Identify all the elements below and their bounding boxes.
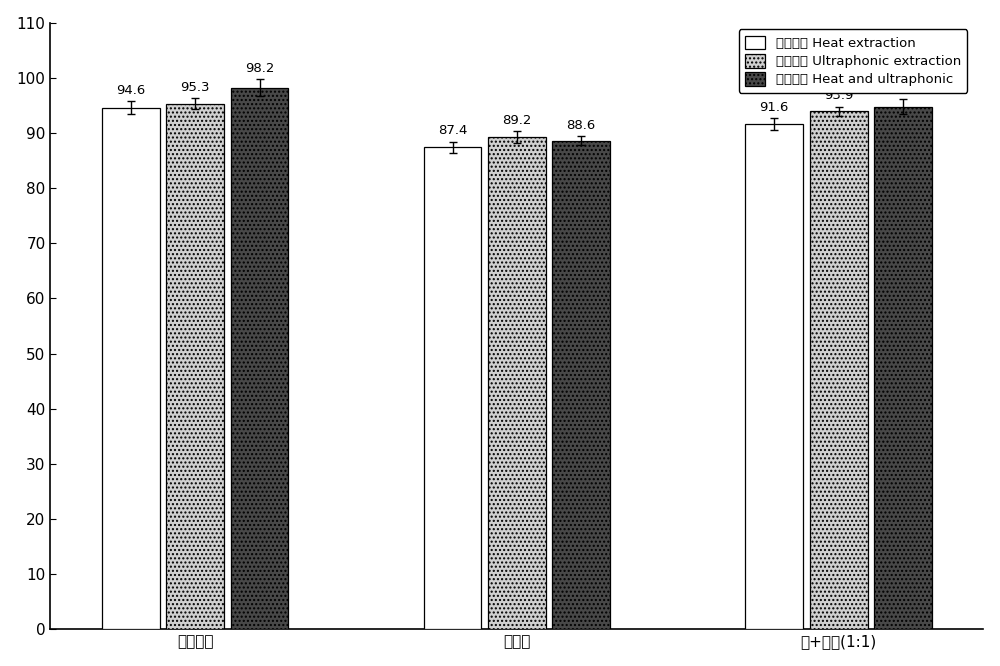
Text: 87.4: 87.4 bbox=[438, 125, 467, 137]
Text: 91.6: 91.6 bbox=[760, 101, 789, 114]
Bar bbox=[102, 108, 160, 629]
Text: 89.2: 89.2 bbox=[502, 114, 532, 127]
Legend: 加热提取 Heat extraction, 超声提取 Ultraphonic extraction, 加热超声 Heat and ultraphonic: 加热提取 Heat extraction, 超声提取 Ultraphonic e… bbox=[739, 29, 967, 93]
Bar bbox=[231, 88, 288, 629]
Bar bbox=[874, 107, 932, 629]
Bar bbox=[810, 111, 868, 629]
Text: 95.3: 95.3 bbox=[180, 81, 210, 94]
Bar bbox=[488, 137, 546, 629]
Text: 94.8: 94.8 bbox=[888, 82, 918, 95]
Bar bbox=[552, 141, 610, 629]
Text: 94.6: 94.6 bbox=[116, 84, 145, 97]
Bar bbox=[424, 147, 481, 629]
Text: 88.6: 88.6 bbox=[567, 119, 596, 132]
Text: 93.9: 93.9 bbox=[824, 89, 853, 102]
Text: 98.2: 98.2 bbox=[245, 62, 274, 75]
Bar bbox=[166, 104, 224, 629]
Bar bbox=[745, 124, 803, 629]
